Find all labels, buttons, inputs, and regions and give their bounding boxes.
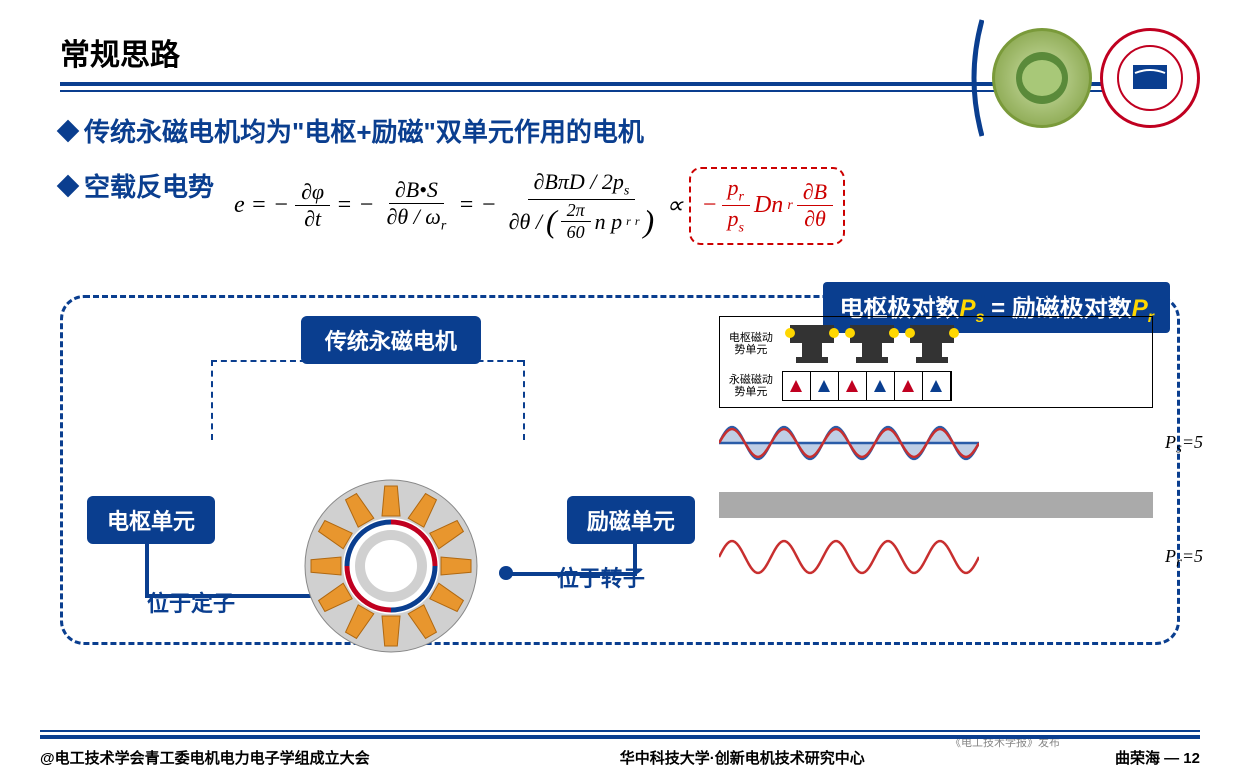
diamond-icon [57,119,80,142]
slide-footer: @电工技术学会青工委电机电力电子学组成立大会 华中科技大学·创新电机技术研究中心… [0,730,1240,768]
gap-bar [719,492,1153,518]
magnet-strip [782,371,952,401]
armature-label: 电枢单元 [87,496,215,544]
header-logos [962,18,1200,138]
excitation-label: 励磁单元 [567,496,695,544]
pr-wave: Pr=5 [719,532,1153,592]
footer-right: 曲荣海 — 12 [1115,747,1200,768]
bullet-2-row: 空载反电势 e= − ∂φ∂t = − ∂B•S∂θ / ωr = − ∂BπD… [60,167,1180,245]
stator-label: 位于定子 [147,586,235,618]
ps-wave: Ps=5 [719,418,1153,478]
logo-right [1100,28,1200,128]
motor-cross-section [301,476,481,656]
motor-diagram-container: 传统永磁电机 电枢单元 励磁单元 位于定子 位于转子 [60,295,1180,645]
stator-slot-row [782,323,962,365]
footer-center: 华中科技大学·创新电机技术研究中心 [620,747,865,768]
emf-highlight-box: − prps Dnr ∂B∂θ [689,167,845,245]
motor-schematic: 传统永磁电机 电枢单元 励磁单元 位于定子 位于转子 [87,316,695,618]
emf-equation: e= − ∂φ∂t = − ∂B•S∂θ / ωr = − ∂BπD / 2ps… [234,167,845,245]
diamond-icon [57,174,80,197]
center-label: 传统永磁电机 [301,316,481,364]
logo-bracket [962,18,984,138]
logo-left [992,28,1092,128]
mmf-units-box: 电枢磁动势单元 永磁磁动势单元 [719,316,1153,408]
rotor-label: 位于转子 [557,561,645,593]
footer-left: @电工技术学会青工委电机电力电子学组成立大会 [40,747,370,768]
waveform-panel: 电枢磁动势单元 永磁磁动势单元 Ps=5 Pr=5 [719,316,1153,618]
